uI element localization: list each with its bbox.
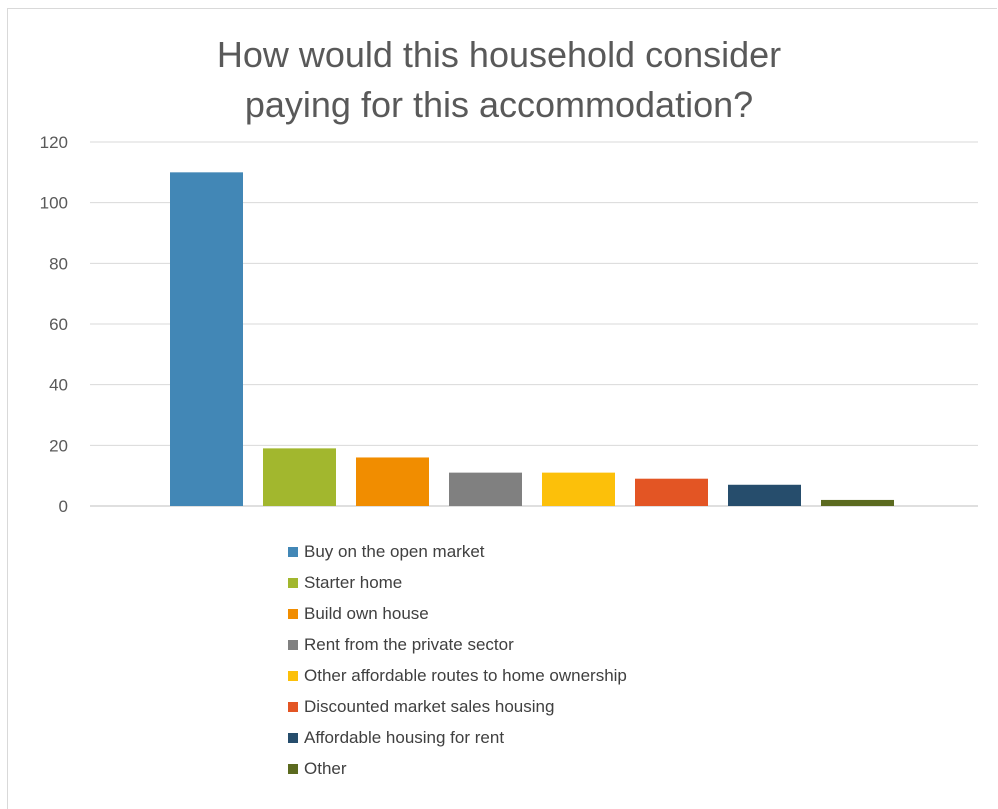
bar-chart: 0 20 40 60 80 100 120	[40, 133, 978, 516]
legend-label: Rent from the private sector	[304, 634, 514, 654]
chart-title-line-1: How would this household consider	[216, 34, 782, 75]
chart-frame	[7, 8, 997, 809]
y-tick-label: 40	[49, 376, 68, 395]
y-tick-label: 0	[59, 497, 68, 516]
bar-rent-from-the-private-sector	[449, 472, 522, 506]
bar-other-affordable-routes-to-home-ownership	[542, 472, 615, 506]
legend-swatch	[288, 608, 298, 619]
legend-label: Other	[304, 758, 347, 778]
bar-build-own-house	[356, 457, 429, 506]
bar-other	[821, 499, 894, 506]
bar-starter-home	[263, 448, 336, 506]
legend-item: Other affordable routes to home ownershi…	[288, 660, 627, 691]
bar-buy-on-the-open-market	[170, 172, 243, 507]
chart-title-line-2: paying for this accommodation?	[244, 84, 754, 125]
legend-swatch	[288, 701, 298, 712]
y-tick-label: 80	[49, 254, 68, 273]
legend-label: Starter home	[304, 572, 403, 592]
y-tick-label: 120	[40, 133, 68, 152]
legend-item: Buy on the open market	[288, 536, 627, 567]
chart-legend: Buy on the open market Starter home Build …	[288, 536, 627, 784]
chart-title: How would this household consider paying…	[0, 30, 998, 130]
legend-label: Build own house	[304, 603, 429, 623]
legend-swatch	[288, 763, 298, 774]
legend-label: Discounted market sales housing	[304, 696, 555, 716]
legend-swatch	[288, 639, 298, 650]
legend-item: Other	[288, 753, 627, 784]
legend-swatch	[288, 670, 298, 681]
y-tick-label: 100	[40, 194, 68, 213]
legend-item: Starter home	[288, 567, 627, 598]
legend-item: Rent from the private sector	[288, 629, 627, 660]
bar-affordable-housing-for-rent	[728, 484, 801, 506]
legend-label: Buy on the open market	[304, 541, 485, 561]
legend-item: Discounted market sales housing	[288, 691, 627, 722]
legend-item: Affordable housing for rent	[288, 722, 627, 753]
legend-item: Build own house	[288, 598, 627, 629]
y-tick-label: 20	[49, 436, 68, 455]
y-tick-label: 60	[49, 315, 68, 334]
legend-swatch	[288, 546, 298, 557]
bar-discounted-market-sales-housing	[635, 478, 708, 506]
legend-swatch	[288, 577, 298, 588]
legend-swatch	[288, 732, 298, 743]
legend-label: Affordable housing for rent	[304, 727, 505, 747]
legend-label: Other affordable routes to home ownershi…	[304, 665, 627, 685]
